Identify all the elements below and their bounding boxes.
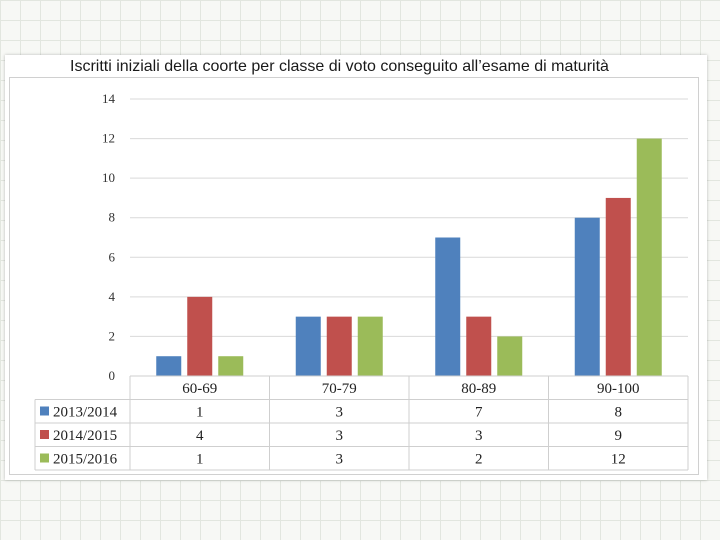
y-tick-label-10: 10 — [102, 170, 115, 185]
legend-label-2015-2016: 2015/2016 — [53, 452, 118, 468]
bar-2013-2014-90-100 — [575, 218, 600, 376]
y-tick-label-0: 0 — [109, 368, 116, 383]
table-value-2015-2016-60-69: 1 — [196, 452, 204, 468]
table-value-2013-2014-80-89: 7 — [475, 405, 483, 421]
category-label-60-69: 60-69 — [182, 381, 217, 397]
legend-label-2014-2015: 2014/2015 — [53, 428, 117, 444]
chart-panel: Iscritti iniziali della coorte per class… — [5, 55, 707, 480]
bar-2014-2015-70-79 — [327, 317, 352, 376]
legend-key-2015-2016 — [40, 454, 49, 463]
table-value-2015-2016-80-89: 2 — [475, 452, 483, 468]
bar-2015-2016-90-100 — [637, 139, 662, 376]
bar-2015-2016-70-79 — [358, 317, 383, 376]
bar-2013-2014-80-89 — [435, 238, 460, 377]
bar-2013-2014-60-69 — [156, 356, 181, 376]
bar-2015-2016-80-89 — [497, 336, 522, 376]
y-tick-label-12: 12 — [102, 131, 115, 146]
table-value-2014-2015-90-100: 9 — [615, 428, 623, 444]
bar-2014-2015-60-69 — [187, 297, 212, 376]
y-tick-label-4: 4 — [109, 289, 116, 304]
table-value-2015-2016-70-79: 3 — [336, 452, 344, 468]
legend-key-2013-2014 — [40, 407, 49, 416]
table-value-2014-2015-80-89: 3 — [475, 428, 483, 444]
category-label-70-79: 70-79 — [322, 381, 357, 397]
table-value-2014-2015-60-69: 4 — [196, 428, 204, 444]
bar-2015-2016-60-69 — [218, 356, 243, 376]
bar-2013-2014-70-79 — [296, 317, 321, 376]
y-tick-label-8: 8 — [109, 210, 116, 225]
category-label-90-100: 90-100 — [597, 381, 640, 397]
legend-label-2013-2014: 2013/2014 — [53, 405, 118, 421]
y-tick-label-2: 2 — [109, 328, 116, 343]
table-value-2013-2014-60-69: 1 — [196, 405, 204, 421]
y-tick-label-14: 14 — [102, 91, 116, 106]
table-value-2013-2014-90-100: 8 — [615, 405, 623, 421]
bar-2014-2015-90-100 — [606, 198, 631, 376]
y-tick-label-6: 6 — [109, 249, 116, 264]
table-value-2013-2014-70-79: 3 — [336, 405, 344, 421]
table-value-2014-2015-70-79: 3 — [336, 428, 344, 444]
table-value-2015-2016-90-100: 12 — [611, 452, 626, 468]
legend-key-2014-2015 — [40, 430, 49, 439]
category-label-80-89: 80-89 — [461, 381, 496, 397]
bar-2014-2015-80-89 — [466, 317, 491, 376]
